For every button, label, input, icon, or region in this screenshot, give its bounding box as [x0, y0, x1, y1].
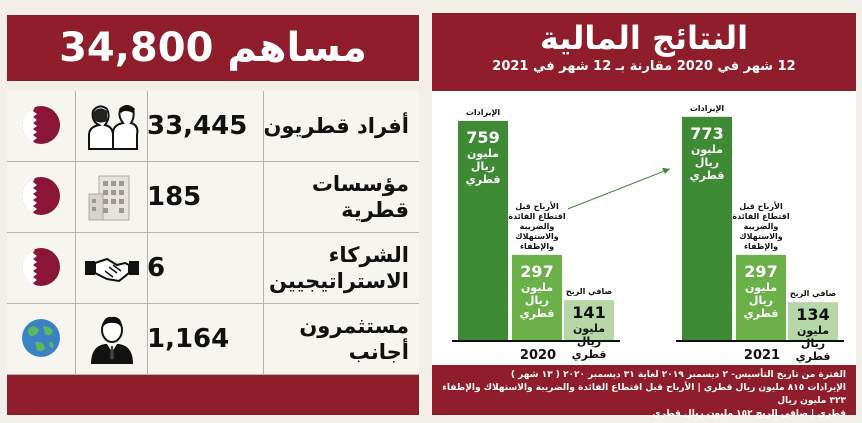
value-label-unit: ريال [471, 160, 495, 173]
series-name-label: الأرباح قبل [739, 201, 783, 211]
series-name-label: والاستهلاك [739, 232, 783, 241]
value-label-unit: ريال [801, 337, 825, 350]
footnote-line: قطري | صافي الربح ١٥٢ مليون ريال قطري [652, 409, 846, 419]
financial-header: النتائج المالية 12 شهر في 2020 مقارنة بـ… [432, 13, 856, 91]
series-name-label: والاستهلاك [515, 232, 559, 241]
row-value: 6 [147, 253, 166, 283]
qatar-flag-icon [22, 177, 60, 215]
handshake-icon [85, 257, 139, 283]
row-label: أفراد قطريون [263, 114, 409, 138]
value-label-unit: مليون [745, 281, 777, 294]
value-label-unit: قطري [690, 169, 725, 182]
row-label: مؤسسات قطرية [311, 172, 409, 222]
value-label-unit: مليون [467, 147, 499, 160]
footnote-line: الإيرادات ٨١٥ مليون ريال قطري | الأرباح … [442, 383, 846, 406]
chart-footnote: الفترة من تاريخ التأسيس- ٢ ديسمبر ٢٠١٩ ل… [432, 365, 856, 419]
value-label-unit: قطري [466, 173, 501, 186]
bar-2021-0 [682, 116, 732, 341]
value-label-unit: مليون [797, 324, 829, 337]
table-row: 33,445 أفراد قطريون [7, 91, 419, 162]
series-name-label: والإطفاء [744, 242, 778, 251]
value-label-unit: مليون [691, 143, 723, 156]
shareholders-total: 34,800 مساهم [59, 25, 367, 71]
footnote-line: الفترة من تاريخ التأسيس- ٢ ديسمبر ٢٠١٩ ل… [510, 370, 846, 380]
x-tick-label: 2020 [520, 348, 556, 363]
value-label: 134 [796, 305, 829, 324]
trend-arrow-line [567, 168, 671, 210]
bar-2021-2 [788, 302, 838, 341]
value-label-unit: مليون [521, 281, 553, 294]
series-name-label: صافي الربح [566, 287, 613, 296]
shareholders-header: 34,800 مساهم [7, 15, 419, 81]
table-row: 185 مؤسسات قطرية [7, 162, 419, 233]
bar-2020-1 [512, 254, 562, 341]
building-icon [88, 175, 130, 221]
value-label-unit: ريال [749, 294, 773, 307]
value-label-unit: قطري [796, 350, 831, 363]
businessman-icon [91, 316, 133, 364]
bar-2020-2 [564, 300, 614, 341]
row-value: 33,445 [147, 111, 248, 141]
value-label: 297 [744, 262, 777, 281]
bar-2021-1 [736, 254, 786, 341]
series-name-label: الأرباح قبل [515, 201, 559, 211]
x-tick-label: 2021 [744, 348, 780, 363]
value-label-unit: قطري [744, 307, 779, 320]
qatar-flag-icon [22, 106, 60, 144]
bar-2020-0 [458, 120, 508, 341]
value-label: 759 [466, 128, 499, 147]
value-label-unit: ريال [525, 294, 549, 307]
people-icon [88, 105, 139, 150]
qatar-flag-icon [22, 248, 60, 286]
financial-panel: النتائج المالية 12 شهر في 2020 مقارنة بـ… [432, 13, 856, 419]
chart-title: النتائج المالية [539, 19, 749, 57]
series-name-label: صافي الربح [790, 289, 837, 298]
series-name-label: اقتطاع الفائدة [732, 212, 789, 221]
globe-icon [22, 319, 60, 357]
row-value: 185 [147, 182, 202, 212]
trend-arrow-head [662, 167, 670, 174]
series-name-label: اقتطاع الفائدة [508, 212, 565, 221]
value-label: 141 [572, 303, 605, 322]
value-label-unit: قطري [572, 348, 607, 361]
table-row: 6 الشركاء الاستراتيجيين [7, 233, 419, 304]
table-row: 1,164 مستثمرون أجانب [7, 304, 419, 375]
series-name-label: والضريبة [744, 222, 779, 231]
shareholders-table: 33,445 أفراد قطريون 185 مؤسسات قطرية [7, 91, 419, 375]
value-label: 773 [690, 124, 723, 143]
chart-subtitle: 12 شهر في 2020 مقارنة بـ 12 شهر في 2021 [492, 59, 796, 74]
series-name-label: الإيرادات [466, 108, 501, 117]
row-label: مستثمرون أجانب [299, 314, 409, 364]
series-name-label: والإطفاء [520, 242, 554, 251]
value-label-unit: ريال [695, 156, 719, 169]
left-footer-band [7, 375, 419, 415]
value-label-unit: قطري [520, 307, 555, 320]
series-name-label: والضريبة [520, 222, 555, 231]
value-label: 297 [520, 262, 553, 281]
series-name-label: الإيرادات [690, 104, 725, 113]
value-label-unit: مليون [573, 322, 605, 335]
row-value: 1,164 [147, 324, 230, 354]
row-label: الشركاء الاستراتيجيين [269, 243, 409, 293]
shareholders-panel: 34,800 مساهم 33,445 أفراد قطريون [7, 15, 419, 415]
